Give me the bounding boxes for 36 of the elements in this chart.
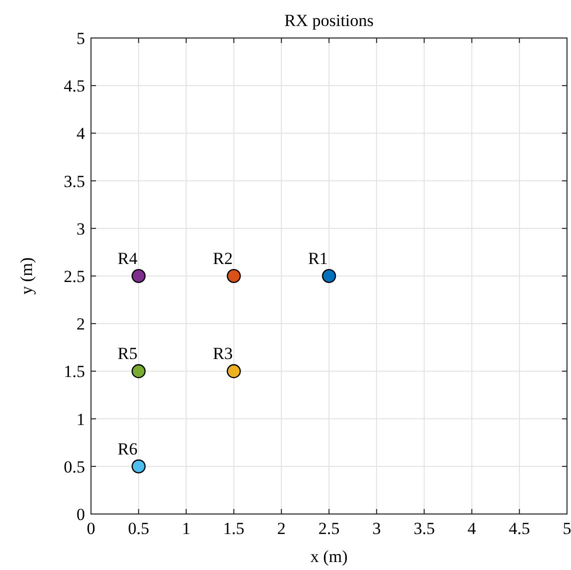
x-tick-label: 1.5 (223, 519, 244, 538)
point (132, 364, 146, 378)
y-tick-label: 1.5 (64, 362, 85, 382)
y-tick-label: 5 (76, 28, 85, 48)
series-label: R1 (308, 249, 328, 268)
y-tick-label: 3.5 (64, 172, 85, 191)
x-tick-label: 4.5 (508, 519, 530, 538)
series-label: R6 (118, 439, 138, 458)
y-tick-label: 2 (76, 314, 85, 334)
point (226, 268, 241, 284)
x-tick-label: 2.5 (318, 519, 340, 538)
x-axis-title: x (m) (310, 547, 348, 566)
y-axis-title: y (m) (17, 257, 36, 295)
series-label: R5 (118, 344, 138, 364)
y-tick-label: 1 (76, 410, 85, 429)
x-tick-label: 3.5 (414, 519, 435, 538)
series-label: R3 (212, 344, 233, 364)
x-tick-label: 1 (182, 519, 190, 538)
x-tick-label: 2 (277, 519, 286, 538)
x-tick-label: 3 (372, 519, 381, 538)
point (132, 268, 146, 284)
point (226, 364, 241, 378)
chart-title: RX positions (284, 11, 374, 30)
point (132, 459, 146, 474)
y-tick-label: 2.5 (64, 266, 85, 286)
series-label: R4 (118, 249, 138, 268)
x-tick-label: 4 (468, 519, 477, 538)
y-tick-label: 0 (76, 504, 85, 524)
series-label: R2 (212, 249, 233, 268)
point (322, 268, 336, 284)
y-tick-label: 0.5 (64, 457, 85, 476)
y-tick-label: 4 (76, 124, 86, 144)
x-tick-label: 5 (562, 519, 571, 538)
y-tick-label: 3 (76, 219, 85, 238)
x-tick-label: 0.5 (128, 519, 150, 538)
y-tick-label: 4.5 (64, 76, 85, 96)
